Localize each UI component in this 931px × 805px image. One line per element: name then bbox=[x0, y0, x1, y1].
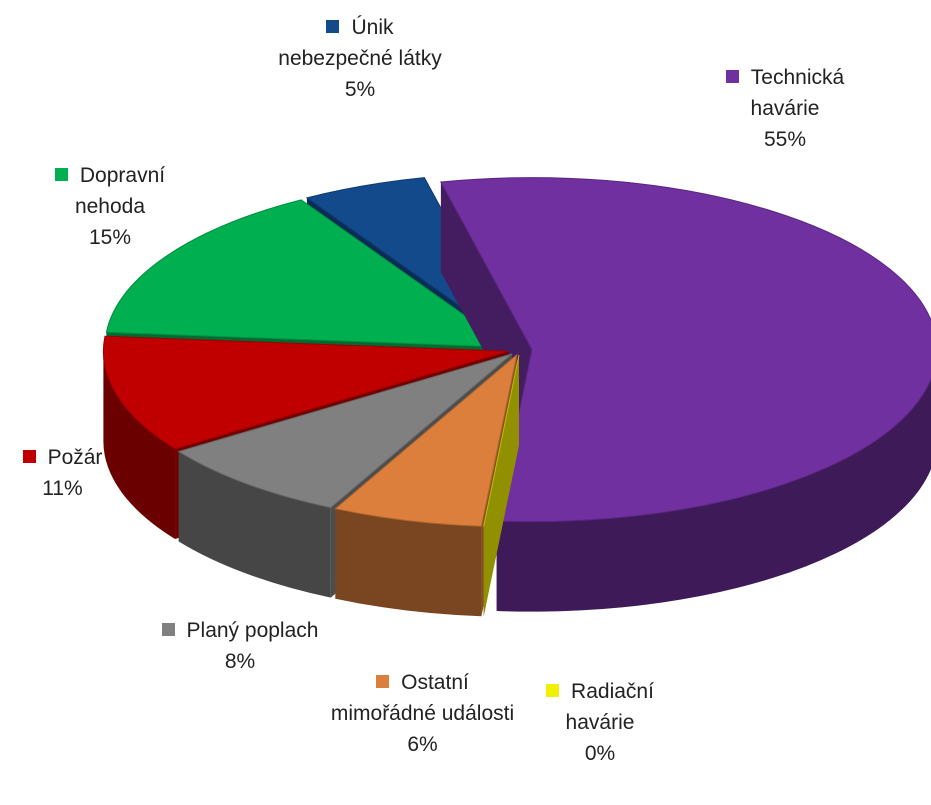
value-label: 5% bbox=[344, 78, 376, 101]
data-label: Požár 11% bbox=[5, 442, 120, 504]
slice-top bbox=[102, 335, 509, 450]
data-label: Planý poplach 8% bbox=[110, 615, 370, 677]
data-label: Technická havárie 55% bbox=[700, 62, 870, 155]
slice-top bbox=[483, 354, 520, 527]
legend-swatch bbox=[22, 450, 36, 463]
slice bbox=[440, 177, 931, 612]
category-label: Ostatní mimořádné události bbox=[330, 671, 515, 725]
data-label: Radiační havárie 0% bbox=[520, 676, 680, 769]
category-label: Technická havárie bbox=[750, 66, 845, 120]
slice-top bbox=[334, 353, 518, 527]
slice-cut-face bbox=[483, 355, 519, 617]
slice-side bbox=[178, 451, 331, 598]
value-label: 15% bbox=[88, 226, 132, 249]
slice-top bbox=[105, 199, 512, 348]
category-label: Únik nebezpečné látky bbox=[278, 16, 442, 70]
slice bbox=[483, 354, 520, 617]
legend-swatch bbox=[54, 168, 68, 181]
slice bbox=[334, 353, 518, 617]
legend-swatch bbox=[161, 623, 175, 636]
category-label: Radiační havárie bbox=[565, 680, 654, 734]
data-label: Únik nebezpečné látky 5% bbox=[270, 12, 450, 105]
legend-swatch bbox=[326, 20, 340, 33]
legend-swatch bbox=[376, 675, 390, 688]
slice-top bbox=[177, 353, 513, 509]
value-label: 8% bbox=[224, 650, 256, 673]
slice-side bbox=[496, 378, 931, 612]
category-label: Planý poplach bbox=[186, 619, 319, 642]
slice-side bbox=[103, 351, 176, 539]
value-label: 11% bbox=[42, 477, 83, 500]
legend-swatch bbox=[546, 684, 560, 697]
data-label: Ostatní mimořádné události 6% bbox=[330, 667, 515, 760]
slice-top bbox=[440, 177, 931, 523]
category-label: Dopravní nehoda bbox=[74, 164, 166, 218]
legend-swatch bbox=[725, 70, 739, 83]
slice-side bbox=[335, 508, 482, 617]
value-label: 55% bbox=[763, 128, 807, 151]
data-label: Dopravní nehoda 15% bbox=[35, 160, 185, 253]
value-label: 0% bbox=[584, 742, 616, 765]
category-label: Požár bbox=[47, 446, 103, 469]
value-label: 6% bbox=[407, 733, 438, 756]
